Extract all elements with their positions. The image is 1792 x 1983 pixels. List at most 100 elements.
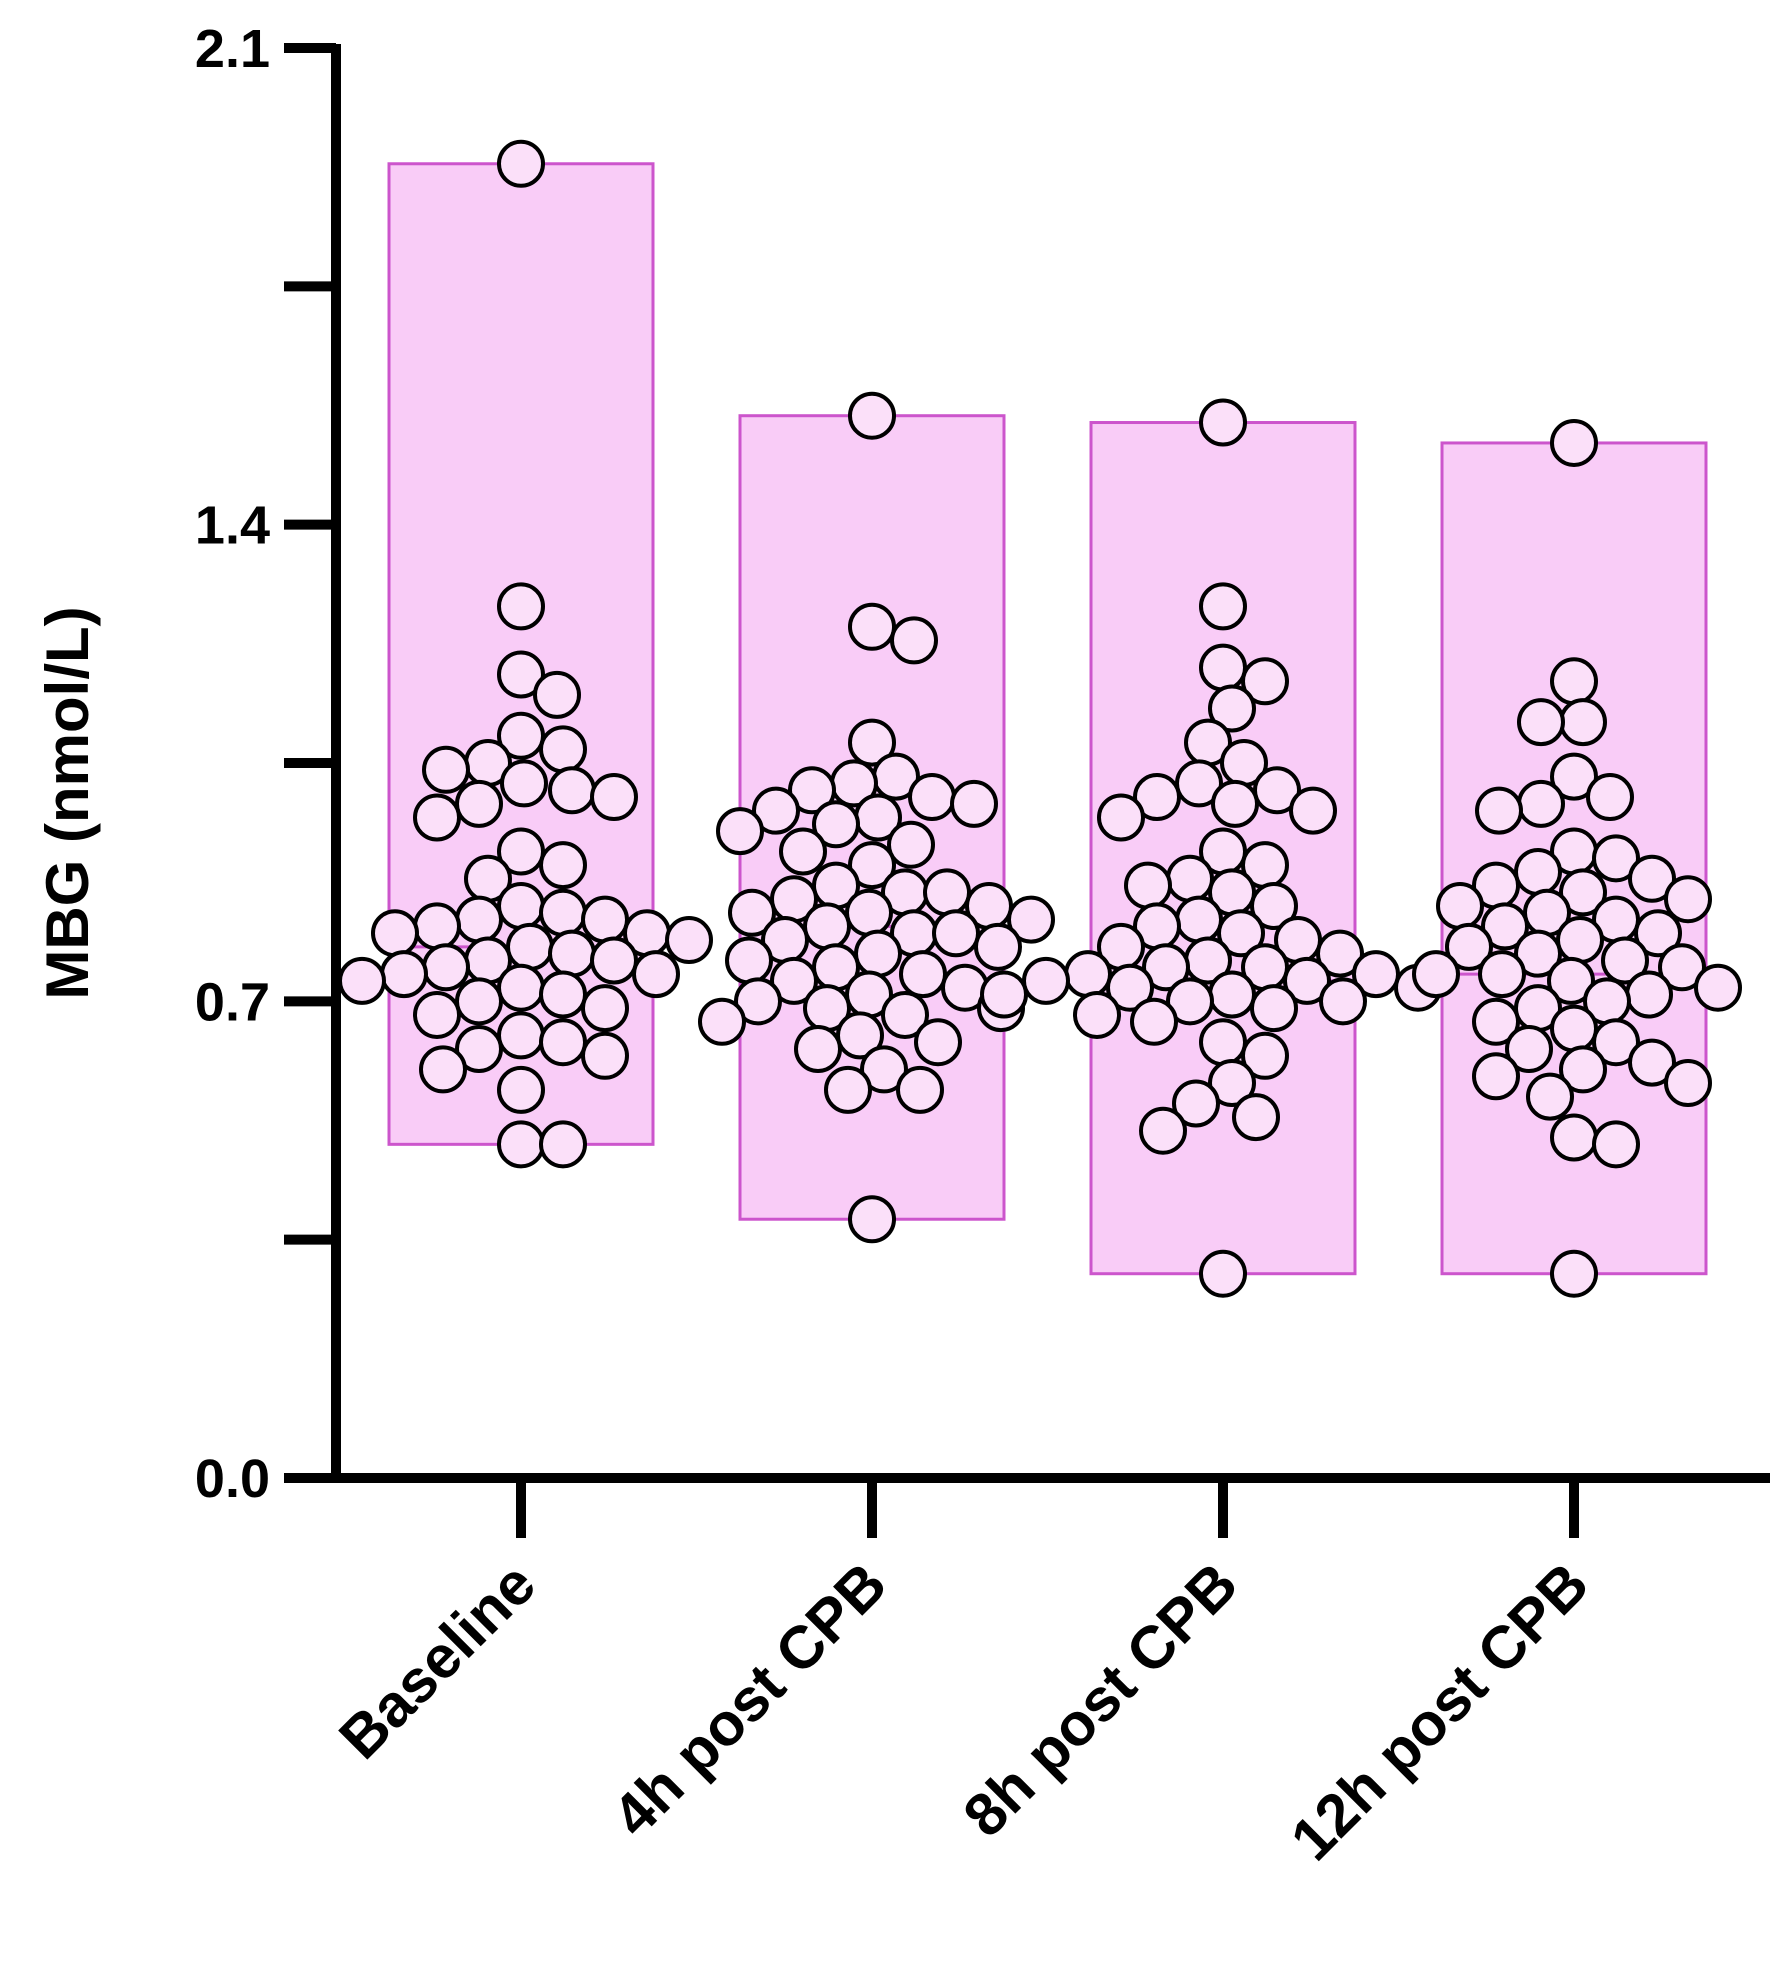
data-point [1550,752,1598,801]
data-point [1505,1025,1553,1073]
data-point [1481,902,1529,951]
data-point [413,793,461,842]
data-point [824,1065,872,1114]
data-point [539,888,587,937]
data-point [1472,1052,1520,1101]
data-point [854,929,902,978]
data-point [788,766,836,815]
data-point [848,1195,896,1244]
x-category-label: 12h post CPB [1278,1550,1601,1873]
data-point [734,977,782,1026]
data-point [1007,895,1055,944]
data-point [812,800,860,849]
data-point [422,745,470,794]
data-point [1550,418,1598,467]
data-point [1472,997,1520,1046]
data-point [1199,1018,1247,1067]
data-point [1241,657,1289,706]
data-point [1547,956,1595,1005]
data-point [497,827,545,876]
data-point [881,990,929,1039]
data-point [581,1031,629,1080]
data-point [1208,1059,1256,1108]
data-point [1283,956,1331,1005]
data-point [497,582,545,631]
y-axis-title: MBG (nmol/L) [34,606,101,999]
data-point [896,1065,944,1114]
data-point [548,929,596,978]
data-point [1073,990,1121,1039]
data-point [1022,956,1070,1005]
data-point [770,956,818,1005]
data-point [1634,909,1682,958]
data-point [887,820,935,869]
data-point [1172,1079,1220,1128]
data-point [1175,895,1223,944]
data-point [506,922,554,971]
data-point [665,916,713,965]
data-point [1658,943,1706,992]
data-point [923,868,971,917]
data-point [1526,1072,1574,1121]
data-point [1217,909,1265,958]
data-point [533,670,581,719]
data-point [581,984,629,1033]
data-point [632,950,680,999]
data-point [860,1045,908,1094]
data-point [848,602,896,651]
data-point [1289,786,1337,835]
data-point [899,950,947,999]
data-point [1592,834,1640,883]
data-point [1199,643,1247,692]
data-point [497,650,545,699]
data-point [1559,698,1607,747]
data-point [1250,882,1298,930]
data-points [338,139,1742,1298]
data-point [338,956,386,1005]
data-point [1601,936,1649,985]
data-point [1064,950,1112,999]
data-point [1124,861,1172,910]
data-point [908,773,956,822]
data-point [1319,977,1367,1026]
data-point [1199,582,1247,631]
data-point [1316,929,1364,978]
data-point [539,841,587,890]
data-point [1250,984,1298,1033]
data-point [455,1025,503,1073]
data-point [1625,970,1673,1019]
data-point [497,139,545,188]
data-point [497,963,545,1012]
data-point [1559,1045,1607,1094]
data-point [914,1018,962,1067]
data-point [1478,950,1526,999]
data-point [1241,1031,1289,1080]
data-point [1550,1249,1598,1298]
data-point [848,841,896,890]
data-point [779,827,827,876]
data-point [497,1011,545,1060]
data-point [716,807,764,856]
data-point [371,909,419,958]
data-point [1097,793,1145,842]
data-point [1232,1093,1280,1142]
data-point [848,391,896,440]
data-point [497,882,545,930]
data-point [1166,854,1214,903]
x-axis-ticks: Baseline 4h post CPB 8h post CPB 12h post C… [326,1478,1601,1873]
y-axis-ticks: 0.0 0.7 1.4 2.1 [195,19,336,1509]
data-point [380,950,428,999]
x-category-label: 4h post CPB [600,1550,900,1850]
data-point [1211,779,1259,828]
data-point [422,943,470,992]
data-point [1592,1120,1640,1169]
data-point [1412,950,1460,999]
data-point [581,895,629,944]
data-point [752,786,800,835]
data-point [1556,916,1604,965]
data-point [1550,1113,1598,1162]
data-point [1139,1106,1187,1155]
y-tick-label: 1.4 [195,496,270,556]
data-point [1550,1004,1598,1053]
